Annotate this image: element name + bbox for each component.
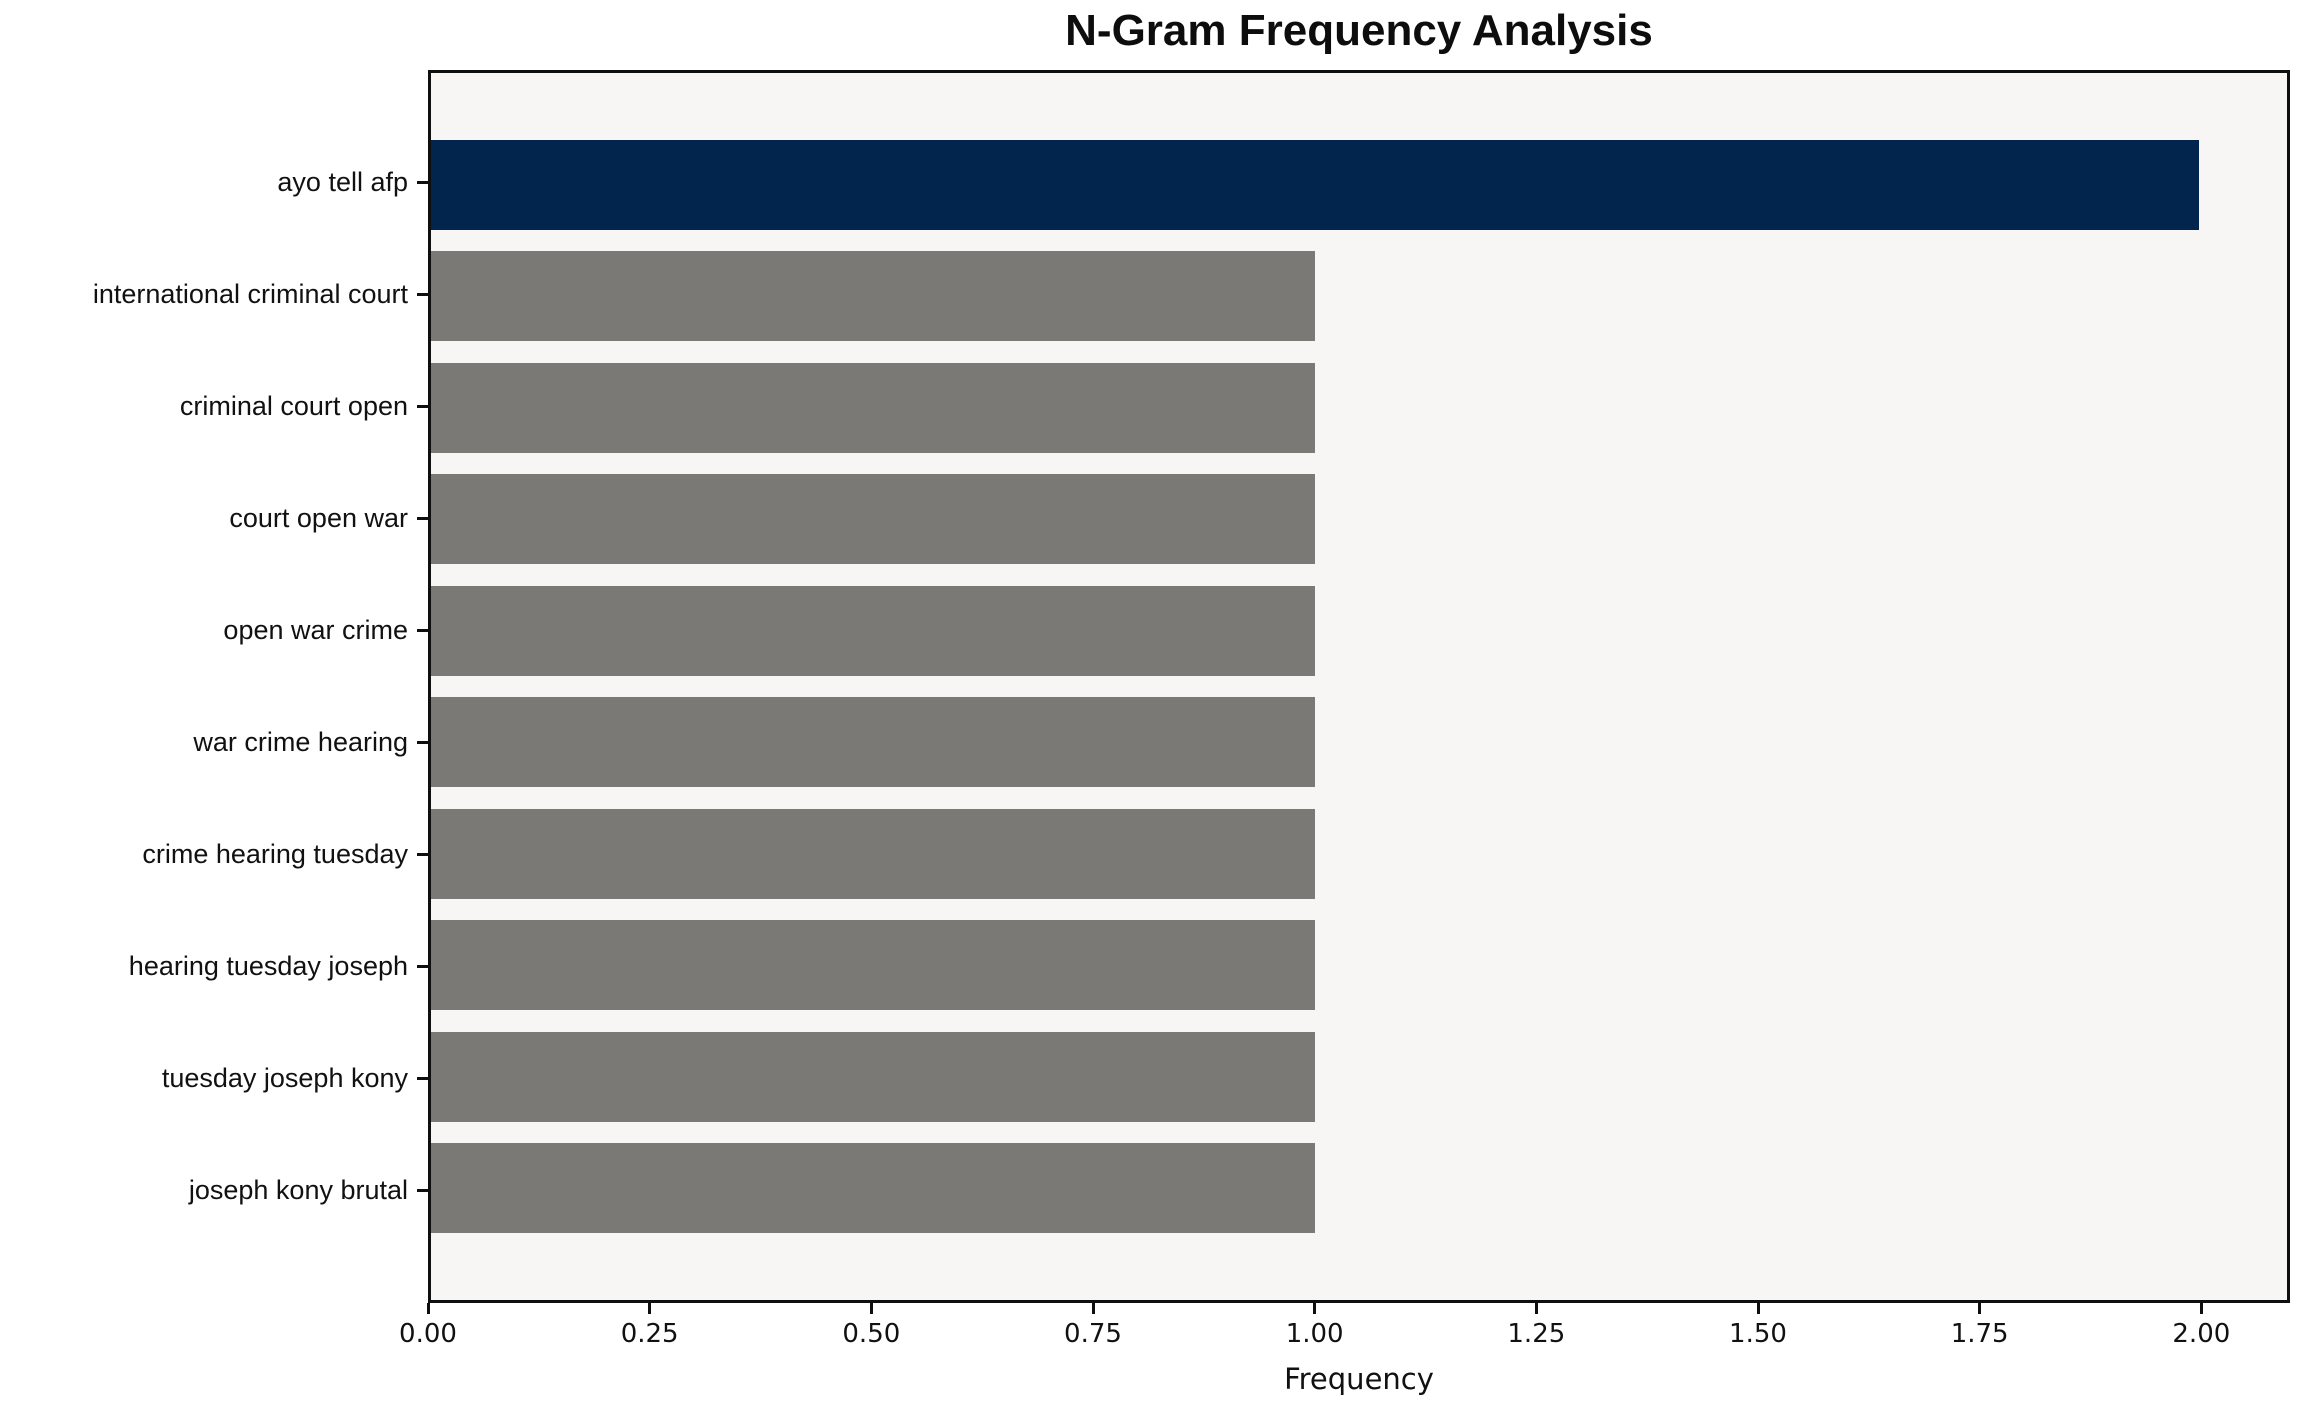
- y-axis-label: hearing tuesday joseph: [128, 951, 408, 982]
- bar: [431, 808, 1315, 899]
- y-label-row: tuesday joseph kony: [0, 1023, 428, 1135]
- y-axis-label: tuesday joseph kony: [161, 1063, 408, 1094]
- x-tick-label: 1.25: [1507, 1319, 1566, 1349]
- x-tick-mark: [1534, 1303, 1538, 1314]
- x-tick-mark: [1091, 1303, 1095, 1314]
- y-tick-mark: [417, 965, 428, 969]
- y-axis-label: ayo tell afp: [277, 166, 408, 197]
- bars-container: [431, 73, 2287, 1300]
- y-tick-mark: [417, 628, 428, 632]
- y-axis-label: war crime hearing: [193, 727, 408, 758]
- bar: [431, 251, 1315, 342]
- y-label-row: open war crime: [0, 574, 428, 686]
- bar: [431, 474, 1315, 565]
- y-axis-label: court open war: [229, 502, 408, 533]
- y-label-row: joseph kony brutal: [0, 1135, 428, 1247]
- bar: [431, 1143, 1315, 1234]
- y-tick-mark: [417, 516, 428, 520]
- y-axis-label: crime hearing tuesday: [142, 839, 408, 870]
- x-tick-label: 0.50: [842, 1319, 901, 1349]
- y-tick-mark: [417, 180, 428, 184]
- x-axis: 0.00 0.25 0.50 0.75 1.00 1.25 1.50 1.75 2.00: [399, 1303, 2290, 1373]
- x-tick-mark: [1756, 1303, 1760, 1314]
- y-label-row: ayo tell afp: [0, 126, 428, 238]
- y-axis-label: joseph kony brutal: [188, 1175, 408, 1206]
- bar-row: [431, 352, 2287, 464]
- y-label-row: court open war: [0, 462, 428, 574]
- bar-row: [431, 1133, 2287, 1245]
- x-tick-mark: [426, 1303, 430, 1314]
- y-tick-mark: [417, 292, 428, 296]
- bar: [431, 139, 2199, 230]
- y-axis-labels: ayo tell afp international criminal court…: [0, 70, 428, 1303]
- x-axis-label: Frequency: [1284, 1362, 1434, 1396]
- plot-area: [428, 70, 2290, 1303]
- x-tick-mark: [1313, 1303, 1317, 1314]
- bar-row: [431, 575, 2287, 687]
- bar-row: [431, 241, 2287, 353]
- bar: [431, 1031, 1315, 1122]
- bar-row: [431, 687, 2287, 799]
- bar-row: [431, 798, 2287, 910]
- x-tick-label: 0.00: [399, 1319, 457, 1349]
- y-label-row: crime hearing tuesday: [0, 799, 428, 911]
- y-axis-label: open war crime: [223, 614, 408, 645]
- y-label-row: international criminal court: [0, 238, 428, 350]
- bar: [431, 585, 1315, 676]
- y-tick-mark: [417, 741, 428, 745]
- x-tick-label: 1.75: [1950, 1319, 2009, 1349]
- x-tick-mark: [869, 1303, 873, 1314]
- y-label-row: criminal court open: [0, 350, 428, 462]
- x-tick-mark: [1978, 1303, 1982, 1314]
- bar: [431, 362, 1315, 453]
- y-tick-mark: [417, 853, 428, 857]
- bar-row: [431, 1021, 2287, 1133]
- x-tick-label: 1.50: [1729, 1319, 1787, 1349]
- bar-row: [431, 129, 2287, 241]
- x-tick-mark: [2199, 1303, 2203, 1314]
- y-label-row: hearing tuesday joseph: [0, 911, 428, 1023]
- y-axis-label: criminal court open: [179, 390, 408, 421]
- bar: [431, 697, 1315, 788]
- y-axis-label: international criminal court: [92, 278, 408, 309]
- x-tick-label: 2.00: [2172, 1319, 2231, 1349]
- bar-row: [431, 464, 2287, 576]
- x-tick-label: 0.25: [620, 1319, 679, 1349]
- y-label-row: war crime hearing: [0, 686, 428, 798]
- x-tick-mark: [648, 1303, 652, 1314]
- bar-row: [431, 910, 2287, 1022]
- y-tick-mark: [417, 404, 428, 408]
- chart-title: N-Gram Frequency Analysis: [1065, 6, 1653, 55]
- y-tick-mark: [417, 1077, 428, 1081]
- bar: [431, 920, 1315, 1011]
- y-tick-mark: [417, 1189, 428, 1193]
- x-tick-label: 1.00: [1285, 1319, 1344, 1349]
- x-tick-label: 0.75: [1064, 1319, 1122, 1349]
